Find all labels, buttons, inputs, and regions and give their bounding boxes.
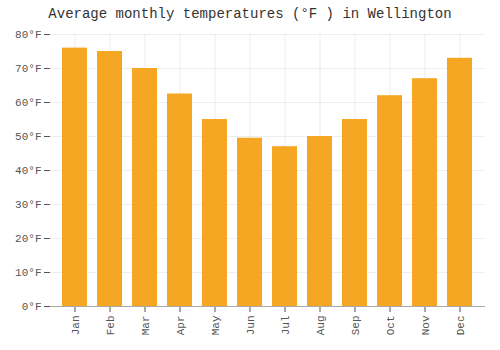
svg-text:Jan: Jan — [70, 316, 82, 336]
svg-text:40°F: 40°F — [15, 165, 41, 177]
svg-text:Dec: Dec — [455, 316, 467, 336]
svg-text:50°F: 50°F — [15, 131, 41, 143]
svg-text:0°F: 0°F — [22, 301, 42, 313]
svg-text:Jun: Jun — [245, 316, 257, 336]
svg-text:30°F: 30°F — [15, 199, 41, 211]
svg-text:Aug: Aug — [315, 316, 327, 336]
svg-text:20°F: 20°F — [15, 233, 41, 245]
svg-text:Apr: Apr — [175, 316, 187, 336]
svg-text:Sep: Sep — [350, 316, 362, 336]
svg-text:80°F: 80°F — [15, 29, 41, 41]
svg-text:Jul: Jul — [280, 316, 292, 336]
svg-text:Oct: Oct — [385, 316, 397, 336]
html-text:Average monthly temperatures (: Average monthly temperatures (°F ) in We… — [48, 6, 452, 22]
svg-text:Feb: Feb — [105, 316, 117, 336]
svg-text:60°F: 60°F — [15, 97, 41, 109]
svg-text:70°F: 70°F — [15, 63, 41, 75]
svg-text:Mar: Mar — [140, 316, 152, 336]
svg-text:May: May — [210, 315, 222, 335]
svg-text:10°F: 10°F — [15, 267, 41, 279]
svg-text:Nov: Nov — [420, 315, 432, 335]
